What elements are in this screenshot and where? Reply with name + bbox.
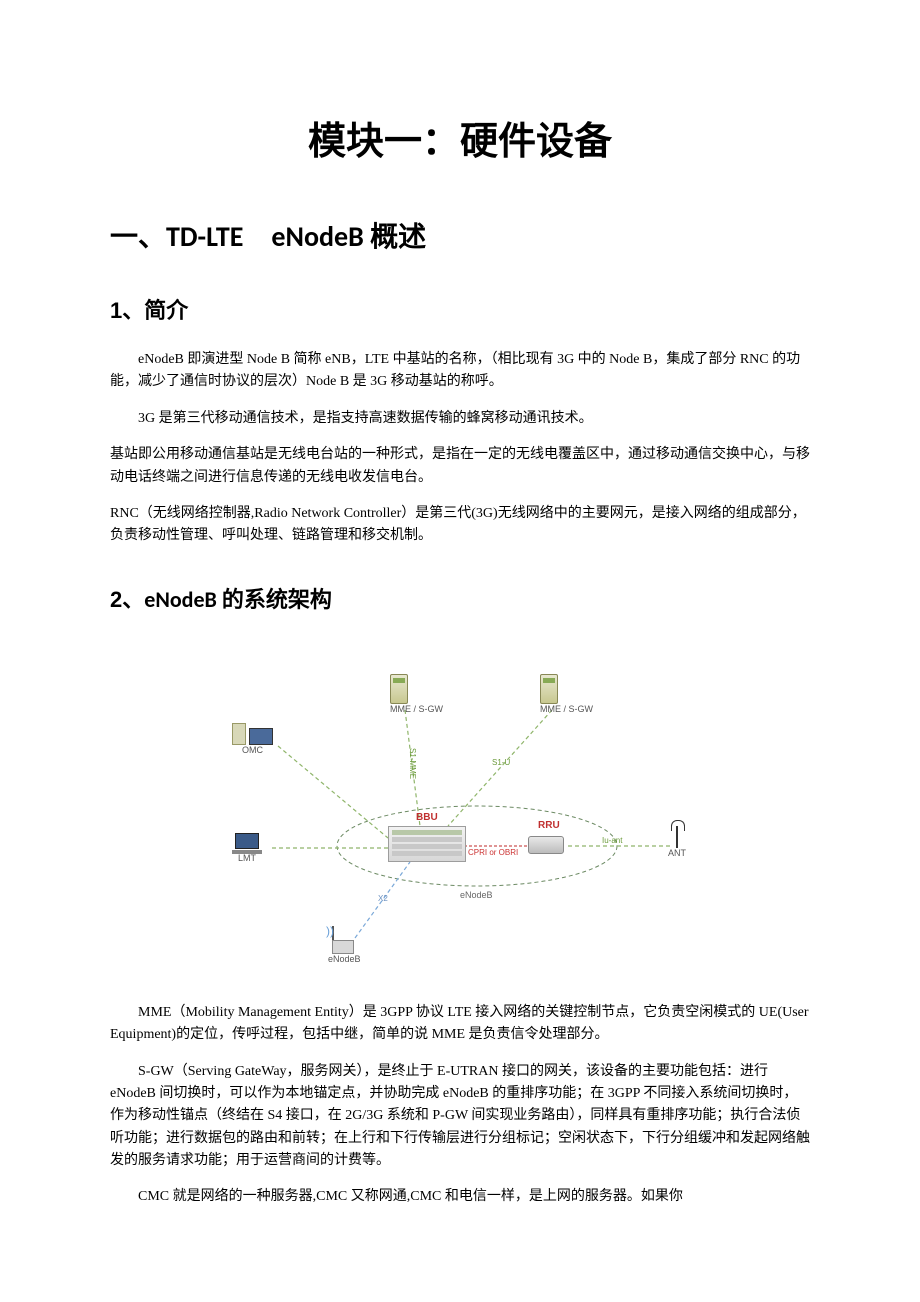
- link-label-s1u: S1-U: [492, 758, 510, 767]
- node-lmt: LMT: [232, 833, 262, 863]
- paragraph: RNC（无线网络控制器,Radio Network Controller）是第三…: [110, 503, 810, 548]
- antenna-icon: [676, 826, 678, 848]
- paragraph: CMC 就是网络的一种服务器,CMC 又称网通,CMC 和电信一样，是上网的服务…: [110, 1186, 810, 1208]
- heading-pre: 一、: [110, 221, 166, 252]
- server-icon: [390, 674, 408, 704]
- node-label: eNodeB: [328, 954, 361, 964]
- enodeb-icon: )): [328, 926, 356, 954]
- node-enodeb2: )) eNodeB: [328, 926, 361, 964]
- subsection-heading-2: 2、eNodeB 的系统架构: [110, 582, 810, 614]
- section-heading-1: 一、TD-LTE eNodeB 概述: [110, 215, 810, 255]
- rru-label: RRU: [538, 820, 560, 831]
- link-label-cpri: CPRI or OBRI: [468, 848, 518, 857]
- paragraph: MME（Mobility Management Entity）是 3GPP 协议…: [110, 1002, 810, 1047]
- server-icon: [540, 674, 558, 704]
- paragraph: S-GW（Serving GateWay，服务网关），是终止于 E-UTRAN …: [110, 1061, 810, 1173]
- link-label-iuant: Iu-ant: [602, 836, 622, 845]
- link-mme2-bbu: [448, 710, 552, 826]
- rru-icon: [528, 836, 564, 854]
- paragraph: 3G 是第三代移动通信技术，是指支持高速数据传输的蜂窝移动通讯技术。: [110, 408, 810, 430]
- paragraph: eNodeB 即演进型 Node B 简称 eNB，LTE 中基站的名称，（相比…: [110, 349, 810, 394]
- heading-pre: 2、: [110, 587, 144, 612]
- node-omc: OMC: [232, 723, 273, 755]
- bbu-label: BBU: [416, 812, 438, 823]
- node-label: MME / S-GW: [390, 704, 443, 714]
- link-label-x2: X2: [378, 894, 388, 903]
- paragraph: 基站即公用移动通信基站是无线电台站的一种形式，是指在一定的无线电覆盖区中，通过移…: [110, 444, 810, 489]
- heading-latin: TD-LTE eNodeB: [166, 219, 370, 254]
- spacer: [110, 638, 810, 658]
- node-label: OMC: [232, 745, 273, 755]
- omc-icon: [232, 723, 273, 745]
- page-title: 模块一：硬件设备: [110, 110, 810, 165]
- node-rru: [528, 836, 564, 854]
- link-label-s1mme: S1-MME: [408, 748, 417, 779]
- enodeb-group-label: eNodeB: [460, 890, 493, 900]
- node-label: MME / S-GW: [540, 704, 593, 714]
- node-bbu: [388, 826, 466, 862]
- heading-post: 概述: [370, 221, 426, 252]
- node-mme2: MME / S-GW: [540, 674, 593, 714]
- subsection-heading-1: 1、简介: [110, 293, 810, 325]
- node-label: ANT: [668, 848, 686, 858]
- heading-post: 的系统架构: [222, 587, 332, 612]
- heading-latin: eNodeB: [144, 586, 222, 613]
- link-omc-bbu: [278, 746, 388, 838]
- architecture-diagram: MME / S-GW MME / S-GW OMC LMT BBU RRU: [210, 668, 710, 988]
- node-mme1: MME / S-GW: [390, 674, 443, 714]
- spacer: [110, 550, 810, 582]
- node-ant: ANT: [668, 826, 686, 858]
- document-page: 模块一：硬件设备 一、TD-LTE eNodeB 概述 1、简介 eNodeB …: [0, 0, 920, 1302]
- laptop-icon: [232, 833, 262, 853]
- node-label: LMT: [232, 853, 262, 863]
